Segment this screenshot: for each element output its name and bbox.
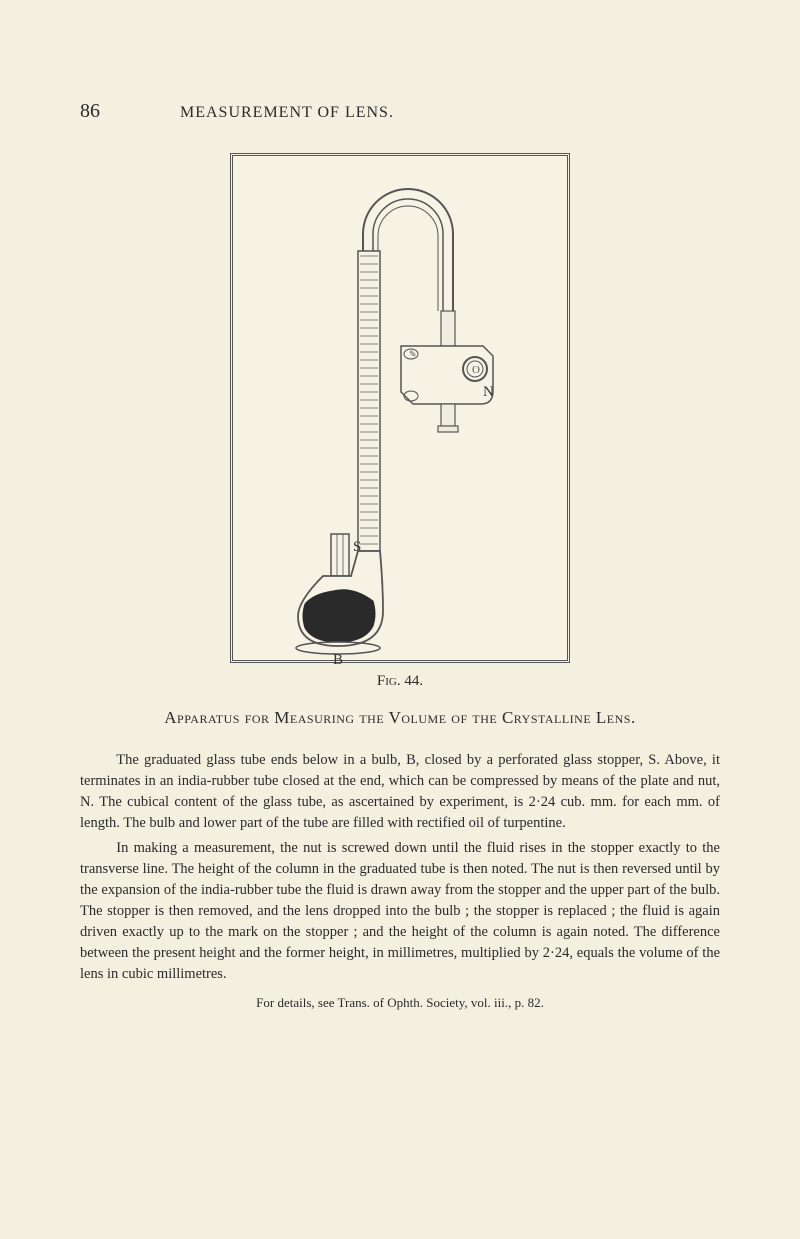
svg-text:✎: ✎: [409, 349, 417, 359]
running-head: MEASUREMENT OF LENS.: [180, 104, 394, 122]
page-number: 86: [80, 100, 100, 123]
paragraph-2: In making a measurement, the nut is scre…: [80, 838, 720, 985]
paragraph-1: The graduated glass tube ends below in a…: [80, 750, 720, 834]
figure-title: Apparatus for Measuring the Volume of th…: [80, 708, 720, 728]
svg-text:N: N: [483, 384, 494, 400]
footnote: For details, see Trans. of Ophth. Societ…: [80, 995, 720, 1011]
header-row: 86 MEASUREMENT OF LENS.: [80, 100, 720, 123]
svg-text:O: O: [472, 364, 480, 376]
figure-diagram: ✎ O N S B: [230, 153, 570, 663]
figure-caption: Fig. 44.: [80, 673, 720, 690]
svg-text:B: B: [333, 652, 343, 666]
